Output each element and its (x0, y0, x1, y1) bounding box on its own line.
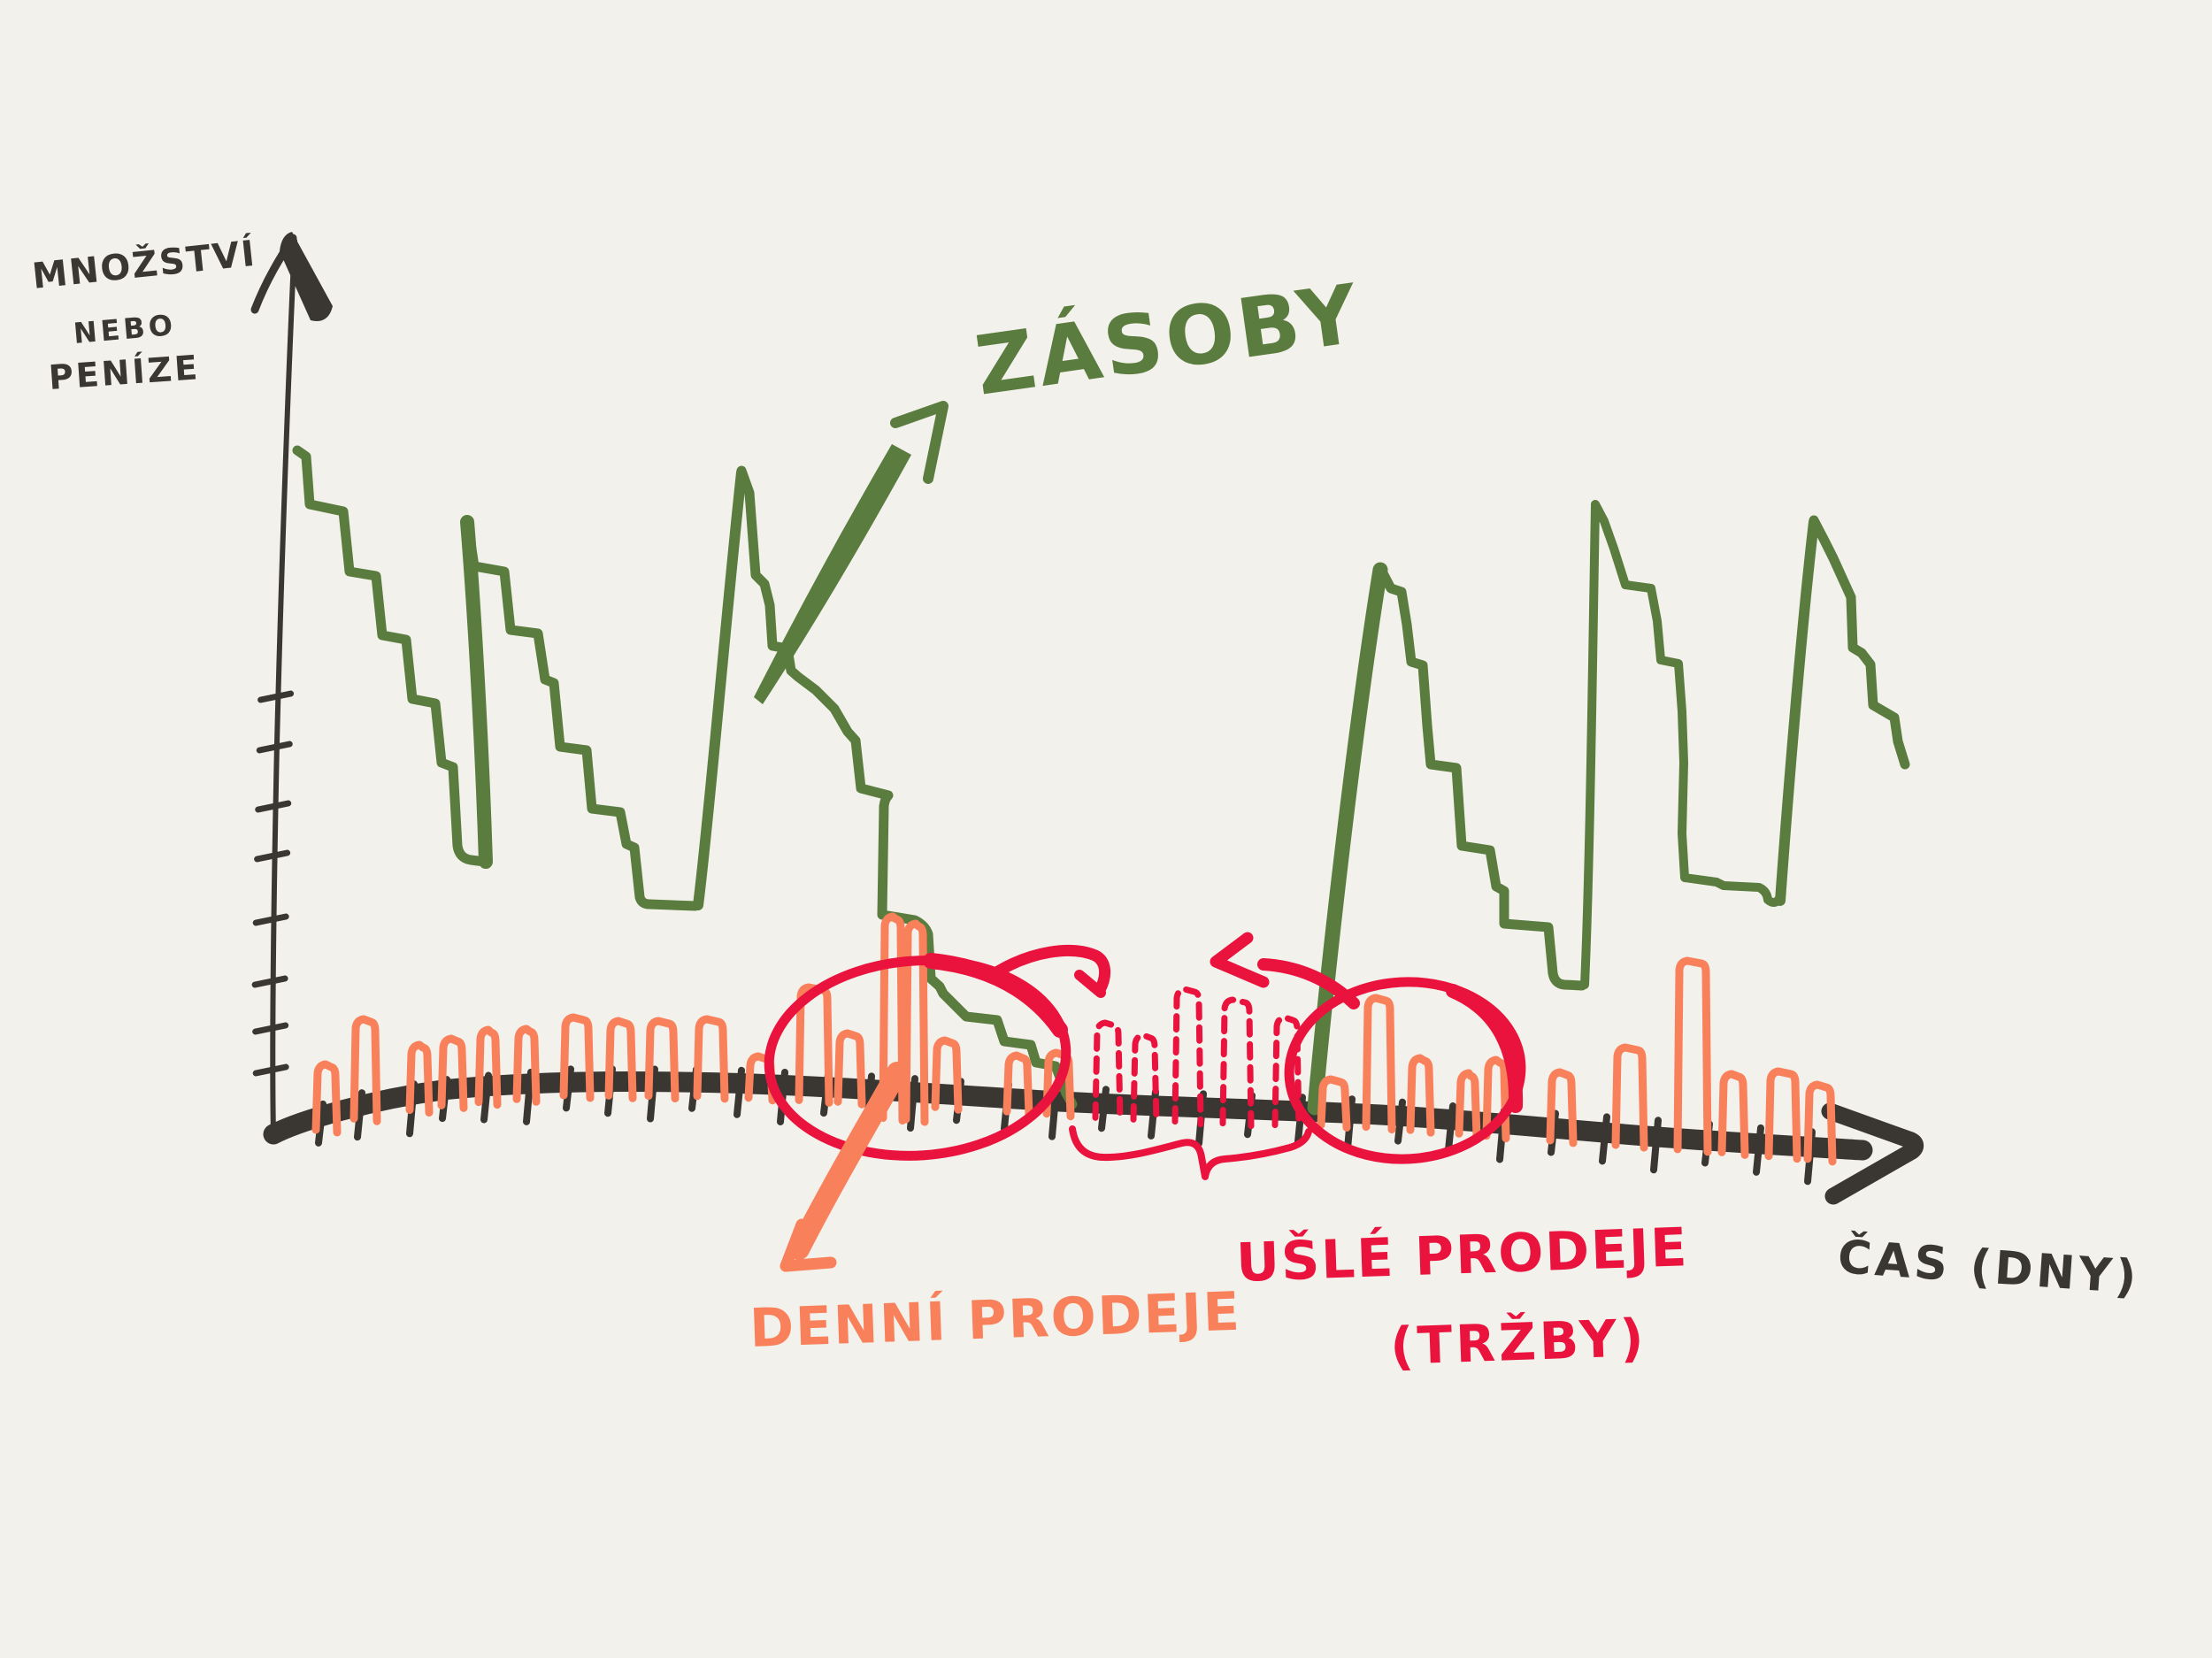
inventory-label: ZÁSOBY (970, 265, 1367, 414)
x-axis-tick (1098, 1086, 1110, 1132)
inventory-decline-1 (292, 445, 490, 867)
x-axis-tick (733, 1066, 745, 1118)
x-axis-tick (907, 1075, 918, 1132)
inventory-rise-2 (693, 467, 747, 910)
lost-sales-annotations (764, 932, 1526, 1180)
daily-sales-bar (1611, 1043, 1648, 1152)
lost-sales-bar (1092, 1019, 1124, 1124)
lost-sales-brace (1069, 1125, 1312, 1180)
daily-sales-bar (512, 1025, 541, 1106)
labels: MNOŽSTVÍ NEBO PENÍZE ZÁSOBY DENNÍ PRODEJ… (30, 232, 2141, 1377)
y-axis-line (270, 238, 297, 1139)
daily-sales-bar (1717, 1070, 1749, 1159)
inventory-decline-6 (1809, 515, 1910, 770)
daily-sales-bar (1002, 1051, 1033, 1118)
x-axis-tick (1394, 1098, 1406, 1145)
y-axis-tick (255, 800, 292, 813)
daily-sales-bar (1455, 1069, 1481, 1140)
inventory-rise-4 (1307, 562, 1388, 1116)
daily-sales-bar (559, 1013, 595, 1102)
y-axis-tick (252, 1022, 289, 1035)
red-arrow-right-shaft (992, 945, 1111, 996)
daily-sales-bar (1317, 1075, 1351, 1132)
inventory-series (292, 401, 1910, 1116)
lost-sales-bar (1130, 1032, 1160, 1125)
daily-sales-bar (1803, 1080, 1837, 1166)
y-axis-tick (254, 849, 291, 863)
daily-sales-bar (1406, 1054, 1435, 1137)
daily-sales-bar (311, 1060, 342, 1137)
daily-sales-bar (1764, 1067, 1801, 1163)
daily-sales-bar (693, 1015, 729, 1103)
x-axis-tick (1650, 1117, 1662, 1174)
x-axis-arrowhead (1821, 1102, 1924, 1205)
y-axis-tick (257, 690, 295, 703)
inventory-arrow-shaft (754, 444, 911, 704)
x-axis-tick (1599, 1113, 1610, 1165)
inventory-decline-5 (1591, 500, 1783, 907)
lost-sales-bar (1171, 986, 1204, 1128)
y-axis-label-line2: NEBO (72, 308, 177, 350)
daily-sales-arrow (780, 1062, 908, 1272)
daily-sales-bar (474, 1025, 502, 1109)
y-axis-tick (251, 975, 288, 988)
red-arrow-left-shaft (1257, 958, 1360, 1009)
stockout-ellipse-1 (764, 956, 1071, 1161)
x-axis-tick (354, 1089, 365, 1141)
daily-sales-bar (604, 1017, 637, 1102)
x-axis-tick (315, 1100, 326, 1147)
stockout-ellipse-1-heavy-arc (923, 953, 1068, 1038)
daily-sales-arrow-shaft (788, 1062, 908, 1260)
lost-sales-sublabel: (TRŽBY) (1389, 1307, 1648, 1377)
daily-sales-bar (1362, 994, 1396, 1134)
daily-sales-bar (1673, 956, 1712, 1156)
daily-sales-bar (349, 1015, 381, 1125)
daily-sales-arrowhead (780, 1218, 837, 1272)
y-axis-tick (252, 913, 289, 926)
inventory-rise-5 (1580, 502, 1600, 989)
daily-sales-bar (437, 1034, 468, 1112)
lost-sales-bar (1271, 1014, 1302, 1132)
stockout-ellipse-2 (1284, 977, 1526, 1164)
y-axis-arrowhead-right (280, 232, 333, 321)
daily-sales-bars (311, 912, 1837, 1166)
x-axis-label: ČAS (DNY) (1836, 1229, 2141, 1305)
x-axis-tick (1445, 1102, 1456, 1155)
inventory-rise-6 (1775, 517, 1819, 906)
daily-sales-bar (644, 1017, 680, 1103)
y-axis-label-line3: PENÍZE (48, 348, 202, 397)
inventory-rise-1 (460, 515, 493, 869)
inventory-decline-3 (736, 465, 1078, 1109)
inventory-decline-2 (462, 515, 701, 911)
lost-sales-dashed-bars (1092, 986, 1302, 1132)
daily-sales-bar (902, 919, 929, 1126)
y-axis-tick (256, 741, 293, 754)
x-axis-tick (480, 1071, 492, 1124)
x-axis-tick (1753, 1124, 1764, 1176)
inventory-decline-4 (1375, 563, 1587, 991)
stockout-ellipse-2-heavy-arc (1446, 984, 1524, 1113)
daily-sales-bar (879, 912, 907, 1125)
x-axis-tick (523, 1068, 534, 1125)
x-axis-tick (563, 1065, 574, 1112)
daily-sales-label: DENNÍ PRODEJE (749, 1279, 1242, 1360)
red-arrow-left-head (1210, 932, 1270, 988)
lost-sales-label: UŠLÉ PRODEJE (1235, 1215, 1690, 1294)
inventory-arrowhead (890, 401, 949, 484)
y-axis-ticks (251, 690, 295, 1077)
daily-sales-bar (1482, 1055, 1510, 1143)
red-arrow-right-head (1074, 970, 1106, 998)
y-axis-tick (252, 1063, 289, 1077)
daily-sales-bar (833, 1029, 866, 1109)
daily-sales-bar (1546, 1068, 1578, 1148)
y-axis-label-line1: MNOŽSTVÍ (30, 232, 258, 297)
daily-sales-bar (405, 1040, 434, 1117)
daily-sales-bar (931, 1036, 963, 1114)
lost-sales-bar (1219, 996, 1255, 1130)
